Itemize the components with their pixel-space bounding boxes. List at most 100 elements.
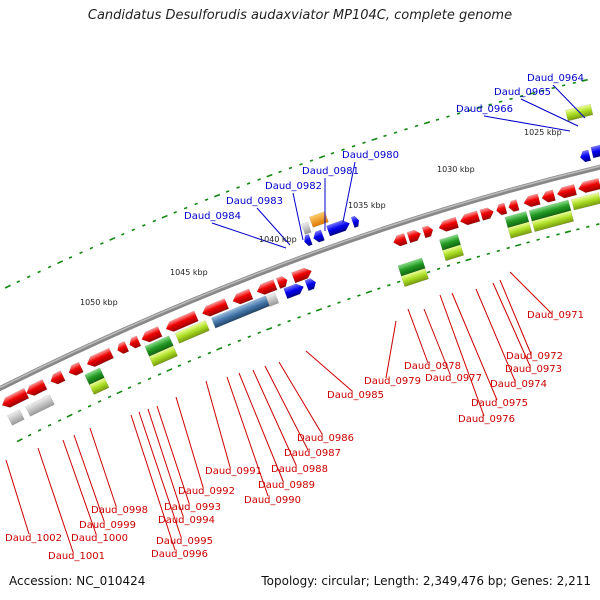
leader-line <box>256 207 291 246</box>
scale-tick <box>351 144 356 148</box>
scale-tick <box>467 109 471 112</box>
scale-tick <box>476 105 483 110</box>
gene-label-daud-0978[interactable]: Daud_0978 <box>404 361 461 372</box>
gene-label-daud-0984[interactable]: Daud_0984 <box>184 211 241 222</box>
genome-backbone-highlight <box>0 165 600 389</box>
scale-tick <box>393 131 398 134</box>
scale-tick <box>131 228 136 232</box>
scale-tick-inner <box>147 377 152 381</box>
leader-line <box>439 294 485 417</box>
scale-tick <box>47 265 52 269</box>
gene-label-daud-0982[interactable]: Daud_0982 <box>265 181 322 192</box>
gene-label-daud-0976[interactable]: Daud_0976 <box>458 414 515 425</box>
gene-feature <box>556 183 578 199</box>
scale-tick-inner <box>277 323 281 327</box>
gene-label-daud-0995[interactable]: Daud_0995 <box>156 536 213 547</box>
gene-label-daud-0990[interactable]: Daud_0990 <box>244 495 301 506</box>
gene-label-daud-0994[interactable]: Daud_0994 <box>158 515 215 526</box>
scale-tick-inner <box>87 404 92 408</box>
leader-line <box>492 282 531 367</box>
scale-tick-inner <box>387 283 391 287</box>
leader-line <box>211 222 287 249</box>
gene-feature <box>265 292 280 307</box>
scale-tick-inner <box>266 326 273 331</box>
gene-feature <box>439 233 462 251</box>
leader-line <box>520 98 579 127</box>
gene-feature <box>350 215 360 229</box>
scale-tick-inner <box>337 301 341 304</box>
gene-label-daud-0987[interactable]: Daud_0987 <box>284 448 341 459</box>
scale-tick-inner <box>315 308 323 312</box>
gene-label-daud-0979[interactable]: Daud_0979 <box>364 376 421 387</box>
topology-text: Topology: circular; Length: 2,349,476 bp… <box>261 574 591 588</box>
gene-label-daud-1000[interactable]: Daud_1000 <box>71 533 128 544</box>
scale-tick <box>100 242 104 245</box>
gene-label-daud-1002[interactable]: Daud_1002 <box>5 533 62 544</box>
scale-tick-inner <box>57 419 62 422</box>
leader-line <box>292 192 304 241</box>
gene-label-daud-0964[interactable]: Daud_0964 <box>527 73 584 84</box>
gene-label-daud-0983[interactable]: Daud_0983 <box>226 196 283 207</box>
scale-tick <box>121 232 125 236</box>
gene-feature <box>397 257 426 277</box>
gene-label-daud-0965[interactable]: Daud_0965 <box>494 87 551 98</box>
gene-label-daud-0977[interactable]: Daud_0977 <box>425 373 482 384</box>
scale-tick-inner <box>456 261 461 264</box>
gene-label-daud-0973[interactable]: Daud_0973 <box>505 364 562 375</box>
gene-feature <box>421 225 434 239</box>
gene-label-daud-0999[interactable]: Daud_0999 <box>79 520 136 531</box>
scale-tick-inner <box>486 252 491 256</box>
gene-label-daud-0985[interactable]: Daud_0985 <box>327 390 384 401</box>
gene-feature <box>528 199 572 222</box>
gene-label-daud-0988[interactable]: Daud_0988 <box>271 464 328 475</box>
kbp-label-1040: 1040 kbp <box>259 235 297 244</box>
scale-tick-inner <box>37 428 42 432</box>
scale-tick <box>581 78 588 82</box>
gene-label-daud-0992[interactable]: Daud_0992 <box>178 486 235 497</box>
gene-label-daud-0989[interactable]: Daud_0989 <box>258 480 315 491</box>
scale-tick-inner <box>377 287 381 290</box>
scale-tick-inner <box>327 304 331 308</box>
leader-line <box>407 308 429 364</box>
gene-label-daud-0993[interactable]: Daud_0993 <box>164 502 221 513</box>
gene-feature <box>406 229 422 244</box>
leader-line <box>252 369 297 466</box>
gene-feature <box>7 409 25 426</box>
gene-label-daud-0991[interactable]: Daud_0991 <box>205 466 262 477</box>
gene-feature <box>507 221 533 239</box>
gene-feature <box>301 221 312 235</box>
gene-label-daud-0986[interactable]: Daud_0986 <box>297 433 354 444</box>
scale-tick <box>362 141 366 144</box>
gene-label-daud-0975[interactable]: Daud_0975 <box>471 398 528 409</box>
gene-label-daud-0971[interactable]: Daud_0971 <box>527 310 584 321</box>
scale-tick-inner <box>287 319 291 323</box>
gene-label-daud-0974[interactable]: Daud_0974 <box>490 379 547 390</box>
scale-tick <box>225 190 230 193</box>
gene-label-daud-1001[interactable]: Daud_1001 <box>48 551 105 562</box>
gene-label-daud-0998[interactable]: Daud_0998 <box>91 505 148 516</box>
leader-line <box>305 350 353 392</box>
leader-line <box>147 408 184 517</box>
gene-feature <box>496 202 508 216</box>
gene-feature <box>442 244 465 262</box>
scale-tick-inner <box>27 433 32 437</box>
gene-feature <box>86 347 114 368</box>
leader-line <box>156 405 190 504</box>
gene-label-daud-0966[interactable]: Daud_0966 <box>456 104 513 115</box>
leader-line <box>238 372 284 482</box>
gene-label-daud-0996[interactable]: Daud_0996 <box>151 549 208 560</box>
gene-label-daud-0980[interactable]: Daud_0980 <box>342 150 399 161</box>
gene-feature <box>531 210 575 233</box>
gene-feature <box>571 192 600 211</box>
scale-tick <box>498 100 503 103</box>
scale-tick <box>519 94 524 98</box>
gene-feature <box>256 279 278 295</box>
leader-line <box>37 447 74 553</box>
gene-feature <box>148 345 178 367</box>
scale-tick-inner <box>357 294 361 297</box>
gene-label-daud-0972[interactable]: Daud_0972 <box>506 351 563 362</box>
gene-label-daud-0981[interactable]: Daud_0981 <box>302 166 359 177</box>
leader-line <box>499 279 532 355</box>
gene-feature <box>309 211 329 228</box>
